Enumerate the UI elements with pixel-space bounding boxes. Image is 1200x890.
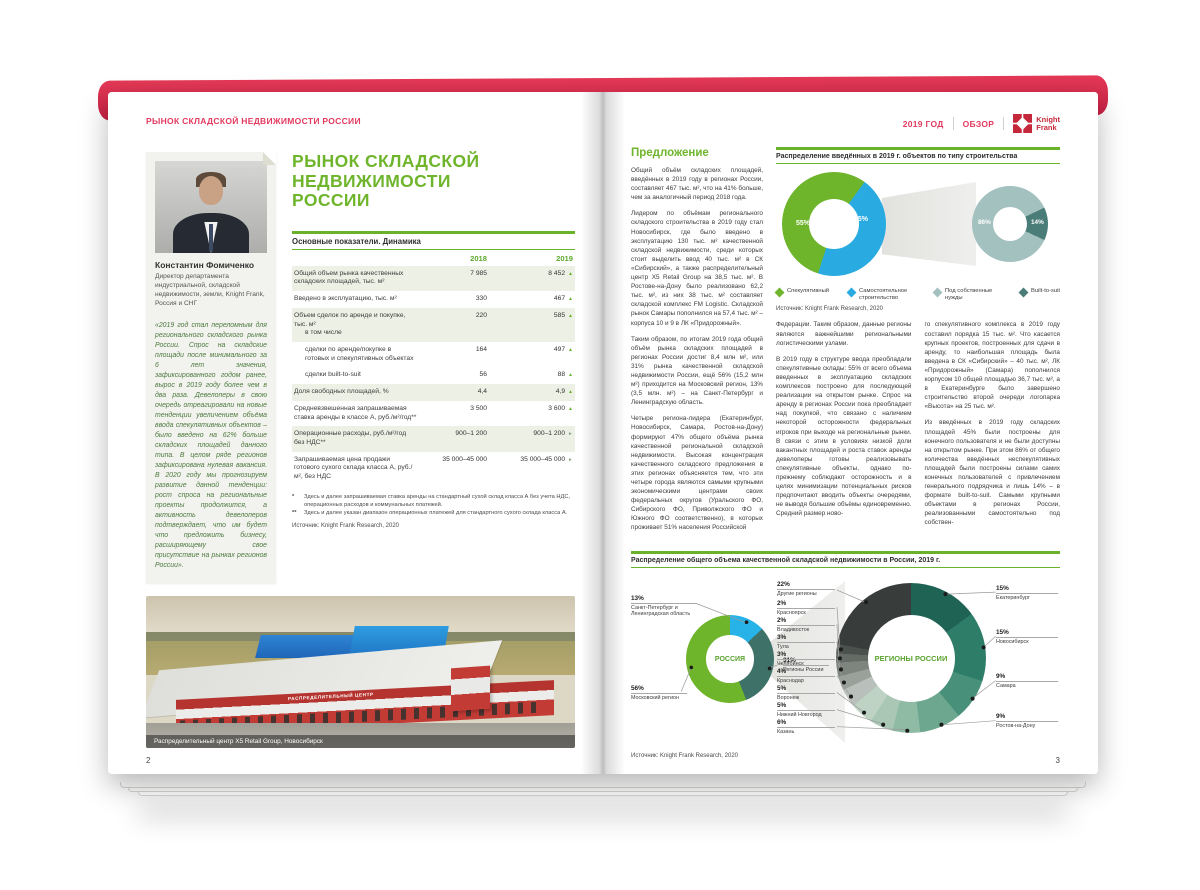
table-row: Введено в эксплуатацию, тыс. м² 330 467 ▲ (294, 295, 573, 303)
author-quote: «2019 год стал переломным для региональн… (155, 321, 267, 569)
header-report-type: ОБЗОР (962, 118, 995, 129)
trend-up-icon: ▲ (568, 347, 573, 353)
callout-other-regions: 22% Другие регионы (777, 581, 835, 597)
chart-source: Источник: Knight Frank Research, 2020 (631, 753, 738, 759)
callout-ekaterinburg: 15% Екатеринбург (996, 585, 1058, 601)
callout-samara: 9% Самара (996, 673, 1058, 689)
text-column-3: го спекулятивного комплекса в 2019 году … (925, 320, 1061, 534)
trend-up-icon: ▲ (568, 270, 573, 277)
page-stack (128, 786, 1078, 792)
table-footnotes: * Здесь и далее запрашиваемая ставка арен… (292, 493, 571, 516)
paragraph: Общий объём складских площадей, введённы… (631, 167, 763, 202)
callout-chelyabinsk: 3% Челябинск (777, 651, 835, 667)
table-row: Операционные расходы, руб./м²/год без НД… (292, 426, 575, 452)
photo-caption: Распределительный центр X5 Retail Group,… (146, 734, 575, 748)
key-indicators-table: Основные показатели. Динамика 2018 2019 … (292, 230, 575, 529)
chart-legend: Спекулятивный Самостоятельное строительс… (774, 287, 1060, 302)
col-2018: 2018 (470, 253, 487, 263)
open-magazine: РЫНОК СКЛАДСКОЙ НЕДВИЖИМОСТИ РОССИИ Конс… (97, 75, 1109, 796)
text-column-2: Федерации. Таким образом, данные регионы… (776, 320, 912, 534)
running-header-left: РЫНОК СКЛАДСКОЙ НЕДВИЖИМОСТИ РОССИИ (146, 116, 361, 126)
donut-regions: РЕГИОНЫ РОССИИ (836, 583, 986, 733)
callout-novosibirsk: 15% Новосибирск (996, 629, 1058, 645)
page-number-right: 3 (1055, 756, 1060, 765)
chart-title: Распределение введённых в 2019 г. объект… (776, 147, 1060, 164)
header-year: 2019 ГОД (902, 118, 944, 129)
page-number-left: 2 (146, 756, 151, 765)
donut-russia: РОССИЯ (686, 615, 774, 703)
callout-kazan: 6% Казань (777, 719, 835, 735)
paragraph: Таким образом, по итогам 2019 года общий… (631, 335, 763, 407)
author-name: Константин Фомиченко (155, 260, 255, 270)
legend-diamond-icon (932, 287, 943, 298)
callout-rostov: 9% Ростов-на-Дону (996, 713, 1058, 729)
page-left: РЫНОК СКЛАДСКОЙ НЕДВИЖИМОСТИ РОССИИ Конс… (108, 92, 603, 774)
trend-up-icon: ▲ (568, 296, 573, 303)
paragraph: В 2019 году в структуре ввода преобладал… (776, 355, 912, 518)
header-divider (952, 117, 954, 130)
trend-up-icon: ▲ (568, 372, 573, 379)
knight-frank-logo: Knight Frank (1013, 114, 1060, 133)
callout-krasnoyarsk: 2% Красноярск (777, 600, 835, 616)
page-stack (120, 782, 1086, 788)
section-title: Предложение (631, 147, 709, 159)
callout-vladivostok: 2% Владивосток (777, 617, 835, 633)
chart-regional-distribution: Распределение общего объема качественной… (631, 551, 1060, 759)
paragraph: Лидером по объёмам регионального складск… (631, 210, 763, 327)
pct-label: 55% (796, 220, 811, 227)
callout-moscow-region: 56% Московский регион (631, 685, 687, 701)
table-row: Общий объем рынка качественных складских… (292, 265, 575, 292)
author-card: Константин Фомиченко Директор департамен… (146, 152, 276, 583)
header-divider (1003, 117, 1005, 130)
legend-diamond-icon (774, 287, 785, 298)
callout-nizhny-novgorod: 5% Нижний Новгород (777, 702, 835, 718)
pct-label: 45% (854, 216, 869, 223)
knight-frank-mark (1013, 114, 1033, 133)
page-stack (138, 790, 1068, 796)
trend-flat-icon: ► (568, 431, 573, 438)
paragraph: Из введённых в 2019 году складских площа… (924, 419, 1061, 527)
donut-construction (782, 172, 886, 276)
pct-label: 14% (1031, 219, 1044, 226)
chart-title: Распределение общего объема качественной… (631, 551, 1060, 568)
callout-krasnodar: 4% Краснодар (777, 668, 835, 684)
table-row: Объем сделок по аренде и покупке, тыс. м… (292, 307, 575, 342)
chart-construction-type: Распределение введённых в 2019 г. объект… (774, 147, 1060, 313)
table-source: Источник: Knight Frank Research, 2020 (292, 522, 399, 529)
page-right: 2019 ГОД ОБЗОР Knight Frank (603, 92, 1098, 774)
table-row: Доля свободных площадей, % 4,4 4,9 ▲ (292, 384, 575, 401)
table-row: Средневзвешенная запрашиваемая ставка ар… (294, 404, 573, 421)
explode-beam (881, 182, 976, 266)
text-column-1: Предложение Общий объём складских площад… (631, 147, 763, 545)
callout-tula: 3% Тула (777, 634, 835, 650)
col-2019: 2019 (556, 253, 573, 263)
callout-spb: 13% Санкт-Петербург и Ленинградская облас… (631, 595, 697, 617)
author-photo (155, 161, 267, 253)
chart-source: Источник: Knight Frank Research, 2020 (776, 306, 883, 313)
page-title: РЫНОК СКЛАДСКОЙ НЕДВИЖИМОСТИ РОССИИ (292, 151, 480, 211)
paragraph: го спекулятивного комплекса в 2019 году … (924, 321, 1061, 411)
trend-up-icon: ▲ (568, 389, 573, 396)
table-header-row: 2018 2019 (292, 250, 575, 266)
warehouse-photo: РАСПРЕДЕЛИТЕЛЬНЫЙ ЦЕНТР Распределительны… (146, 595, 575, 748)
table-row: сделки по аренде/покупке в готовых и спе… (305, 346, 573, 362)
trend-up-icon: ▲ (568, 405, 573, 412)
paragraph: Федерации. Таким образом, данные регионы… (776, 321, 912, 347)
trend-flat-icon: ► (568, 456, 573, 463)
table-caption: Основные показатели. Динамика (292, 230, 575, 250)
author-role: Директор департамента индустриальной, ск… (155, 273, 265, 307)
pct-label: 86% (978, 219, 991, 226)
table-row: сделки built-to-suit 56 88 ▲ (305, 371, 573, 379)
paragraph: Четыре региона-лидера (Екатеринбург, Нов… (631, 415, 763, 532)
legend-diamond-icon (846, 287, 857, 298)
donut-own-needs (972, 186, 1048, 262)
table-row: Запрашиваемая цена продажи готового сухо… (294, 455, 573, 481)
callout-voronezh: 5% Воронеж (777, 685, 835, 701)
callout-regions: 31% Регионы России (783, 657, 829, 673)
trend-up-icon: ▲ (568, 312, 573, 319)
running-header-right: 2019 ГОД ОБЗОР Knight Frank (631, 114, 1060, 133)
legend-diamond-icon (1018, 287, 1029, 298)
